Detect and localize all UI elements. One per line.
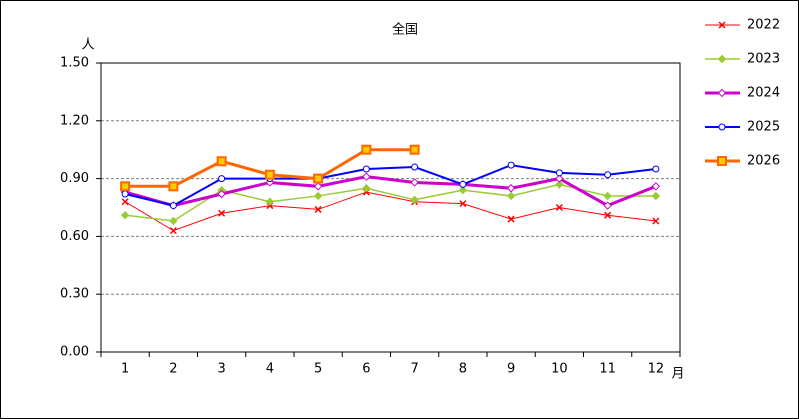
- marker: [717, 54, 727, 64]
- series-line: [124, 191, 656, 232]
- marker: [555, 174, 564, 183]
- marker: [506, 184, 516, 193]
- marker: [717, 156, 727, 166]
- x-tick-label: 9: [507, 362, 515, 377]
- legend-label: 2026: [747, 154, 780, 169]
- x-tick-label: 3: [217, 362, 225, 377]
- marker: [506, 191, 516, 201]
- legend-label: 2022: [747, 18, 780, 33]
- marker: [555, 169, 563, 177]
- marker: [121, 198, 129, 206]
- series-line: [124, 175, 657, 208]
- marker: [718, 123, 726, 131]
- x-tick-label: 2: [169, 362, 177, 377]
- marker: [459, 180, 467, 188]
- marker: [718, 21, 726, 29]
- x-tick-label: 5: [314, 362, 322, 377]
- chart-title: 全国: [392, 22, 418, 38]
- y-tick-label: 1.50: [60, 56, 89, 71]
- marker: [121, 190, 129, 198]
- marker: [313, 173, 324, 184]
- y-tick-label: 1.20: [60, 113, 89, 128]
- y-tick-label: 0.00: [60, 345, 89, 360]
- marker: [409, 144, 420, 155]
- marker: [264, 169, 275, 180]
- marker: [410, 195, 419, 205]
- marker: [458, 185, 468, 195]
- marker: [652, 165, 660, 173]
- marker: [265, 178, 275, 187]
- marker: [217, 189, 226, 199]
- y-tick-label: 0.90: [60, 171, 89, 186]
- x-tick-label: 11: [599, 362, 616, 377]
- marker: [362, 184, 371, 193]
- marker: [314, 205, 322, 213]
- marker: [362, 172, 371, 181]
- y-unit: 人: [81, 38, 94, 53]
- legend-label: 2025: [747, 120, 780, 135]
- marker: [507, 161, 515, 169]
- marker: [169, 227, 177, 235]
- marker: [218, 175, 226, 183]
- marker: [604, 211, 612, 219]
- marker: [361, 144, 372, 155]
- x-tick-label: 7: [410, 362, 418, 377]
- marker: [169, 216, 178, 226]
- marker: [362, 165, 370, 173]
- marker: [411, 163, 419, 171]
- marker: [169, 202, 177, 210]
- marker: [216, 156, 227, 167]
- legend-label: 2024: [747, 86, 780, 101]
- marker: [313, 191, 323, 201]
- y-tick-label: 0.60: [60, 229, 89, 244]
- x-tick-label: 4: [266, 362, 274, 377]
- marker: [313, 182, 323, 191]
- marker: [555, 203, 563, 212]
- x-tick-label: 8: [459, 362, 467, 377]
- marker: [652, 217, 660, 225]
- marker: [651, 182, 661, 191]
- marker: [651, 191, 661, 201]
- series-line: [124, 164, 656, 207]
- x-tick-label: 6: [362, 362, 370, 377]
- marker: [265, 197, 275, 206]
- marker: [603, 191, 612, 201]
- y-tick-label: 0.30: [60, 287, 89, 302]
- marker: [410, 178, 419, 187]
- marker: [168, 181, 179, 192]
- marker: [507, 215, 515, 223]
- marker: [120, 181, 131, 192]
- marker: [717, 88, 727, 98]
- x-tick-label: 12: [648, 362, 665, 377]
- marker: [459, 200, 467, 208]
- legend-label: 2023: [747, 52, 780, 67]
- x-tick-label: 10: [551, 362, 568, 377]
- marker: [120, 210, 130, 220]
- x-tick-label: 1: [121, 362, 129, 377]
- marker: [218, 209, 226, 217]
- x-unit: 月: [671, 367, 684, 382]
- marker: [604, 171, 612, 179]
- marker: [555, 180, 564, 189]
- marker: [603, 201, 612, 210]
